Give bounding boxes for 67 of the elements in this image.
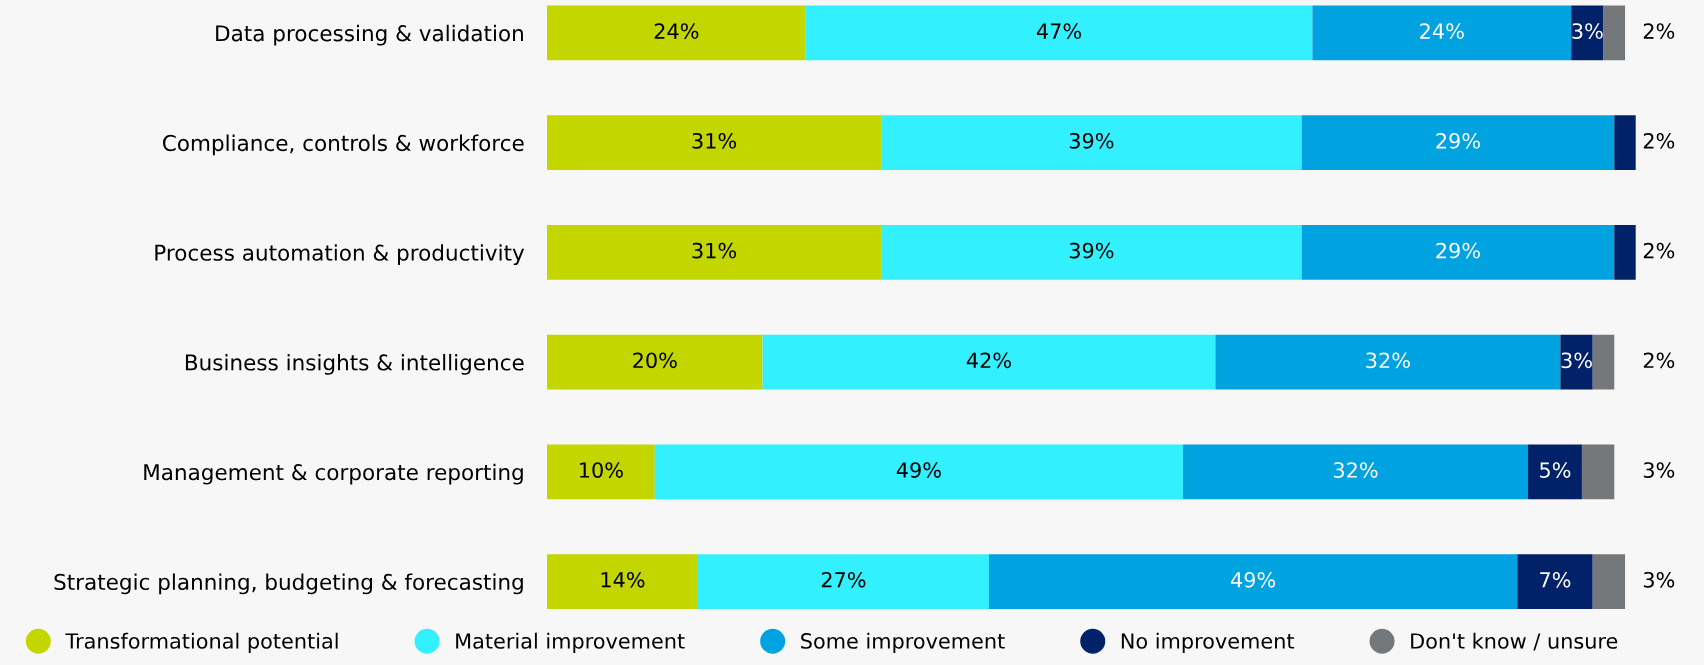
data-label: 31% — [692, 242, 737, 259]
bar — [1571, 5, 1604, 61]
bar — [1603, 5, 1626, 61]
bar — [1614, 115, 1636, 171]
bar — [1301, 224, 1615, 280]
data-label: 3% — [1643, 571, 1675, 588]
y-tick-label: Compliance, controls & workforce — [162, 134, 524, 156]
y-tick-label: Data processing & validation — [216, 24, 523, 46]
data-label: 32% — [1333, 462, 1378, 478]
data-label: 47% — [1036, 23, 1082, 39]
bar — [1517, 554, 1593, 610]
bar — [546, 554, 698, 610]
bar — [881, 115, 1302, 171]
bar — [654, 444, 1184, 500]
legend-label: Don't know / unsure — [1411, 632, 1618, 651]
bar — [546, 115, 882, 171]
data-label: 2% — [1643, 132, 1675, 149]
data-label: 49% — [896, 462, 941, 478]
data-label: 49% — [1230, 571, 1276, 588]
data-label: 2% — [1643, 242, 1675, 259]
data-label: 3% — [1643, 462, 1675, 478]
data-label: 3% — [1561, 352, 1592, 369]
data-label: 31% — [692, 132, 737, 149]
data-label: 39% — [1069, 242, 1114, 259]
legend-label: Transformational potential — [65, 632, 338, 653]
y-tick-label: Management & corporate reporting — [144, 463, 523, 485]
bar — [1215, 334, 1561, 390]
data-label: 5% — [1540, 462, 1571, 478]
bar — [546, 5, 806, 61]
data-label: 2% — [1643, 23, 1675, 39]
bar — [881, 224, 1302, 280]
bar — [546, 444, 655, 500]
bar — [1614, 224, 1636, 280]
legend-label: Material improvement — [456, 632, 685, 653]
data-label: 29% — [1436, 132, 1480, 149]
y-tick-label: Strategic planning, budgeting & forecasting — [54, 573, 523, 595]
data-label: 24% — [654, 23, 699, 39]
bar — [546, 224, 882, 280]
bar — [1312, 5, 1572, 61]
bar — [762, 334, 1216, 390]
data-label: 24% — [1420, 23, 1464, 39]
data-label: 39% — [1069, 132, 1114, 149]
data-label: 14% — [601, 571, 645, 588]
legend-label: Some improvement — [801, 632, 1005, 653]
bar — [1183, 444, 1529, 500]
data-label: 29% — [1436, 242, 1480, 259]
bar — [1301, 115, 1615, 171]
bar — [1560, 334, 1593, 390]
data-label: 2% — [1643, 352, 1675, 369]
data-label: 42% — [966, 352, 1011, 369]
data-label: 3% — [1572, 23, 1603, 39]
bar — [805, 5, 1313, 61]
data-label: 27% — [821, 571, 866, 588]
data-label: 20% — [633, 352, 677, 369]
y-tick-label: Process automation & productivity — [155, 244, 525, 266]
bar — [1592, 554, 1626, 610]
bar — [546, 334, 763, 390]
y-tick-label: Business insights & intelligence — [185, 353, 524, 375]
data-label: 7% — [1540, 571, 1571, 588]
data-label: 10% — [580, 462, 623, 478]
legend-label: No improvement — [1121, 632, 1295, 653]
bar — [1581, 444, 1615, 500]
bar — [1528, 444, 1582, 500]
data-label: 32% — [1366, 352, 1410, 369]
bar — [988, 554, 1518, 610]
bar — [1592, 334, 1615, 390]
bar — [697, 554, 989, 610]
